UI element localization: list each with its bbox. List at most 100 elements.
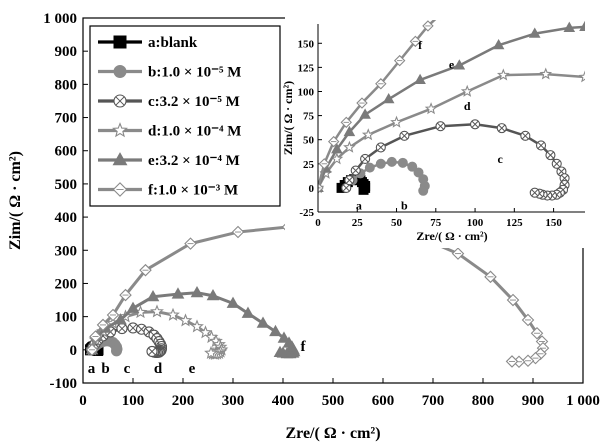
inset-series (318, 20, 585, 201)
main-point-f (231, 225, 245, 239)
inset-point-d (539, 67, 553, 80)
legend-label-d: d:1.0 × 10⁻⁴ M (148, 124, 241, 140)
main-point-c (127, 322, 139, 334)
inset-point-f (340, 116, 352, 129)
legend-entry-c: c:3.2 × 10⁻⁵ M (98, 94, 240, 110)
inset-point-c (529, 187, 540, 198)
inset-x-tick-label: 50 (391, 217, 403, 229)
inset-y-tick-label: 100 (298, 86, 315, 98)
main-point-c (146, 345, 158, 358)
inset-y-tick-label: 125 (298, 62, 315, 74)
inset-point-b (364, 162, 375, 173)
legend: a:blank b:1.0 × 10⁻⁵ M c:3.2 × 10⁻⁵ M d:1.0… (89, 25, 281, 207)
inset-point-f (318, 182, 324, 194)
inset-series-f-line (318, 20, 437, 189)
legend-label-b: b:1.0 × 10⁻⁵ M (148, 65, 241, 81)
main-point-f (521, 354, 535, 368)
legend-marker-e (112, 152, 128, 166)
inset-point-b (375, 158, 386, 169)
legend-entry-d: d:1.0 × 10⁻⁴ M (98, 122, 241, 140)
main-y-tick-label: -100 (50, 376, 78, 392)
main-point-f (506, 293, 520, 307)
inset-point-b (407, 161, 418, 172)
inset-point-e (528, 27, 541, 38)
legend-marker-a (113, 35, 127, 49)
main-y-tick-label: 500 (55, 177, 78, 193)
legend-entry-e: e:3.2 × 10⁻⁴ M (98, 152, 240, 169)
main-point-f (96, 318, 110, 332)
main-point-e (206, 288, 220, 301)
legend-entry-b: b:1.0 × 10⁻⁵ M (98, 65, 241, 81)
inset-point-e (331, 143, 343, 154)
legend-marker-f (112, 182, 128, 197)
main-curve-label-e: e (189, 361, 196, 377)
main-curve-label-c: c (124, 361, 131, 377)
main-y-tick-label: 900 (55, 44, 78, 60)
inset-point-c (545, 150, 556, 161)
legend-label-f: f:1.0 × 10⁻³ M (148, 183, 238, 199)
inset-point-c (520, 130, 531, 141)
main-y-axis-label: Zim/( Ω · cm²) (7, 151, 24, 250)
inset-point-d (390, 115, 403, 128)
legend-entry-a: a:blank (98, 35, 198, 51)
main-point-f (139, 263, 152, 277)
legend-marker-b (113, 65, 127, 78)
main-y-tick-label: 700 (55, 111, 78, 127)
inset-point-e (453, 59, 466, 70)
main-x-tick-label: 0 (79, 393, 87, 409)
main-point-d (190, 319, 204, 333)
inset-point-c (535, 140, 547, 151)
inset-point-c (375, 142, 386, 153)
main-x-axis-label: Zre/( Ω · cm²) (285, 425, 380, 442)
inset-curve-label-e: e (449, 57, 455, 71)
main-point-f (521, 313, 535, 327)
main-ticks: 0 100 200 300 400 500 600 700 800 900 1 000-100010… (43, 11, 600, 409)
inset-point-c (344, 175, 355, 186)
main-point-e (241, 306, 255, 318)
inset-point-f (393, 54, 406, 67)
inset-point-e (343, 125, 356, 137)
inset-point-c (551, 158, 562, 169)
inset-point-d (361, 128, 375, 141)
main-point-e (269, 324, 282, 337)
main-x-tick-label: 200 (172, 393, 195, 409)
inset-x-tick-label: 25 (352, 217, 364, 229)
main-y-tick-label: 1 000 (43, 11, 77, 27)
main-chart: 0 100 200 300 400 500 600 700 800 900 1 000-100010… (7, 11, 600, 442)
inset-y-tick-label: 25 (303, 159, 315, 171)
inset-point-f (409, 35, 422, 48)
main-point-e (171, 287, 185, 299)
inset-curve-label-b: b (401, 198, 408, 212)
inset-point-f (327, 135, 340, 148)
inset-x-tick-label: 0 (315, 217, 321, 229)
inset-point-b (386, 156, 397, 167)
main-point-d (178, 313, 193, 327)
main-point-f (530, 326, 544, 340)
inset-y-axis-label: Zim/( Ω · cm²) (281, 81, 295, 155)
main-x-tick-label: 1 000 (566, 393, 600, 409)
inset-point-e (382, 93, 395, 104)
main-point-f (85, 343, 99, 357)
main-y-tick-label: 300 (55, 243, 78, 259)
main-x-tick-label: 600 (372, 393, 395, 409)
main-point-d (204, 345, 218, 360)
main-y-tick-label: 600 (55, 144, 78, 160)
main-point-f (451, 247, 465, 260)
inset-x-tick-label: 125 (506, 217, 523, 229)
main-y-tick-label: 100 (55, 310, 78, 326)
inset-point-d (343, 140, 356, 153)
main-point-e (114, 313, 127, 325)
inset-point-b (397, 157, 408, 168)
inset-series-c (341, 119, 570, 201)
inset-point-c (360, 153, 371, 165)
main-point-c (116, 323, 128, 335)
main-curve-label-f: f (301, 339, 307, 355)
main-point-f (184, 237, 197, 250)
main-point-b (111, 345, 122, 357)
inset-point-f (375, 78, 387, 90)
main-point-e (126, 301, 140, 313)
main-point-e (190, 285, 204, 298)
inset-point-a (358, 184, 369, 195)
inset-point-d (578, 70, 585, 83)
